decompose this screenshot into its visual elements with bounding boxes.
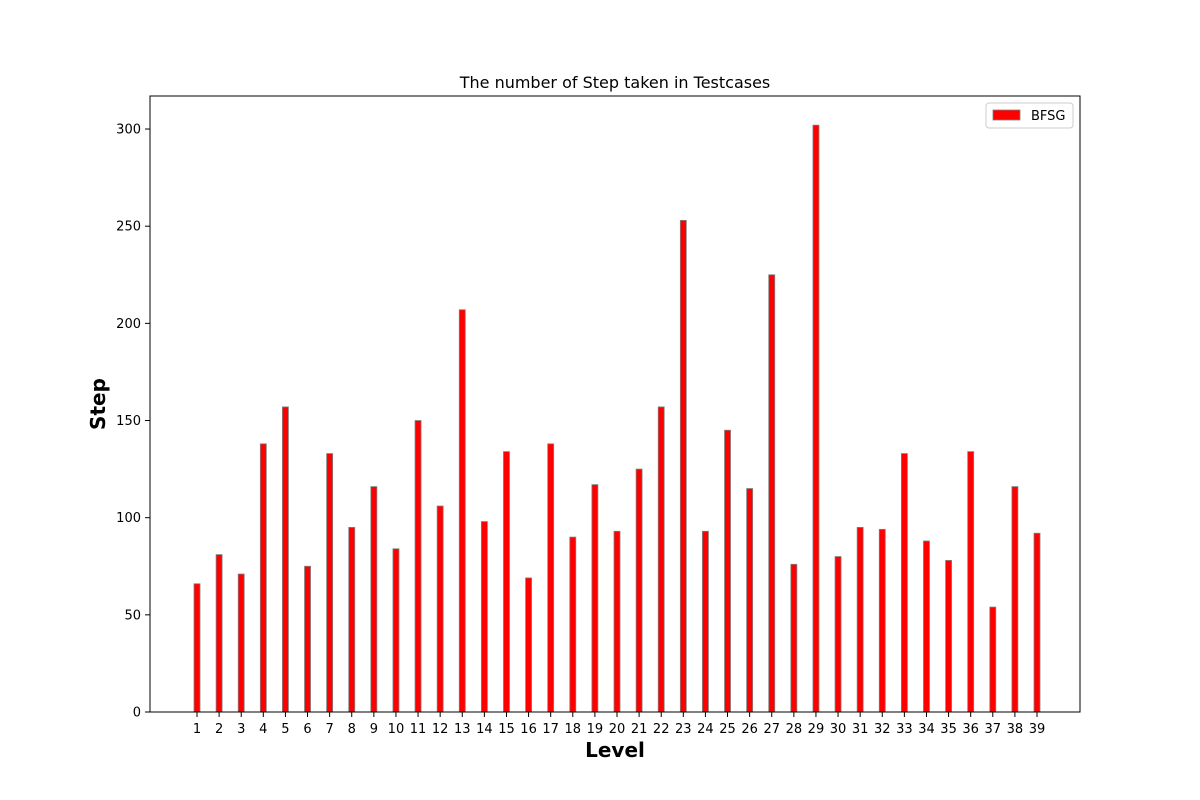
bar-level-14	[480, 521, 488, 713]
bar-level-5	[282, 406, 289, 713]
x-tick-label: 30	[830, 722, 847, 737]
x-tick-label: 11	[410, 722, 427, 737]
bar-level-20	[613, 530, 621, 713]
x-tick-label: 36	[962, 722, 979, 737]
bar-level-38	[1011, 486, 1019, 713]
x-tick-label: 38	[1007, 722, 1024, 737]
y-tick-label: 150	[116, 414, 141, 429]
x-tick-label: 19	[587, 722, 604, 737]
legend-label-bfsg: BFSG	[1031, 109, 1066, 124]
x-tick-label: 25	[719, 722, 736, 737]
x-tick-label: 23	[675, 722, 692, 737]
x-tick-label: 21	[631, 722, 648, 737]
legend-box	[985, 102, 1074, 129]
x-tick-label: 26	[741, 722, 758, 737]
y-tick-label: 50	[124, 608, 141, 623]
bar-level-30	[834, 556, 842, 713]
x-tick-label: 35	[940, 722, 957, 737]
y-axis-title: Step	[86, 378, 110, 430]
plot-frame	[149, 95, 1081, 713]
bar-level-32	[878, 528, 886, 713]
x-tick-label: 10	[388, 722, 405, 737]
x-tick-label: 7	[325, 722, 333, 737]
x-tick-label: 8	[348, 722, 356, 737]
x-axis-title: Level	[585, 738, 645, 762]
x-tick-label: 3	[237, 722, 245, 737]
x-tick-label: 39	[1029, 722, 1046, 737]
x-tick-label: 17	[542, 722, 559, 737]
x-tick-label: 37	[985, 722, 1002, 737]
x-tick-label: 2	[215, 722, 223, 737]
bar-level-21	[635, 468, 643, 713]
x-tick-label: 20	[609, 722, 626, 737]
bar-level-16	[525, 577, 532, 713]
bar-level-2	[215, 554, 223, 713]
x-tick-label: 6	[303, 722, 311, 737]
y-tick-label: 300	[116, 123, 141, 138]
x-tick-label: 28	[786, 722, 803, 737]
x-tick-label: 9	[370, 722, 378, 737]
y-tick-label: 0	[133, 706, 141, 721]
legend-swatch-bfsg	[992, 109, 1021, 121]
bar-level-12	[436, 505, 444, 713]
bar-level-13	[458, 309, 466, 713]
bar-level-4	[259, 443, 267, 713]
x-tick-label: 13	[454, 722, 471, 737]
x-tick-label: 18	[565, 722, 582, 737]
bar-level-6	[304, 565, 311, 713]
bar-level-25	[724, 429, 731, 713]
x-tick-label: 29	[808, 722, 825, 737]
x-tick-label: 32	[874, 722, 891, 737]
bar-level-19	[591, 484, 599, 713]
bar-level-1	[193, 583, 201, 713]
bar-level-31	[856, 526, 864, 713]
x-tick-label: 5	[281, 722, 289, 737]
bar-level-7	[326, 453, 334, 713]
x-tick-label: 27	[763, 722, 780, 737]
bar-level-10	[392, 548, 400, 713]
x-tick-label: 33	[896, 722, 913, 737]
x-axis: 1 2 3 4 5 6 7 8 9 10 11 12 13 14 15 16 17 18 19 20 21 22 23 24 2…	[193, 712, 1045, 737]
bar-level-29	[812, 124, 820, 713]
bar-level-17	[547, 443, 555, 713]
x-tick-label: 31	[852, 722, 869, 737]
bar-level-33	[900, 453, 908, 713]
x-tick-label: 34	[918, 722, 935, 737]
x-tick-label: 22	[653, 722, 670, 737]
x-tick-label: 15	[498, 722, 515, 737]
bar-level-34	[923, 540, 930, 713]
bar-level-15	[503, 451, 510, 713]
bar-level-36	[967, 451, 975, 713]
chart-title: The number of Step taken in Testcases	[459, 73, 771, 92]
y-tick-label: 100	[116, 511, 141, 526]
bar-level-26	[746, 488, 754, 713]
x-tick-label: 12	[432, 722, 449, 737]
legend: BFSG	[985, 102, 1074, 129]
bar-level-8	[348, 526, 356, 713]
y-axis: 0 50 100 150 200 250 300	[116, 123, 150, 721]
bar-level-18	[569, 536, 577, 713]
x-tick-label: 24	[697, 722, 714, 737]
bar-level-11	[414, 420, 422, 713]
bar-level-28	[790, 563, 798, 713]
x-tick-label: 1	[193, 722, 201, 737]
bar-level-23	[679, 219, 687, 713]
x-tick-label: 14	[476, 722, 493, 737]
x-tick-label: 16	[520, 722, 537, 737]
y-tick-label: 250	[116, 220, 141, 235]
bar-level-3	[237, 573, 245, 713]
bar-level-24	[702, 530, 709, 713]
bar-level-39	[1033, 532, 1041, 713]
bar-level-22	[657, 406, 665, 713]
bar-level-9	[370, 486, 378, 713]
bar-level-27	[768, 274, 776, 713]
y-tick-label: 200	[116, 317, 141, 332]
bar-level-35	[945, 560, 952, 713]
bar-level-37	[989, 606, 997, 713]
x-tick-label: 4	[259, 722, 267, 737]
